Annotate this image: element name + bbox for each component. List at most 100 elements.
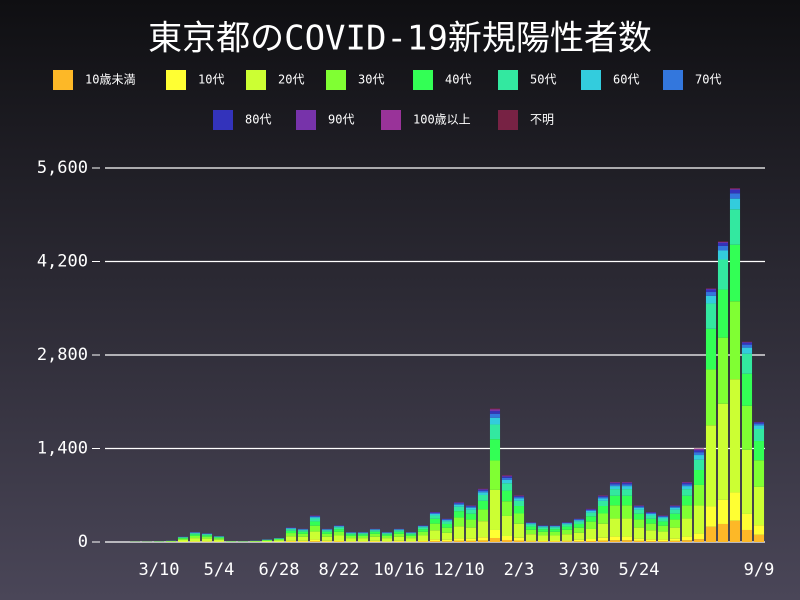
x-tick-label: 3/30 (559, 560, 600, 580)
bar-segment (669, 519, 681, 528)
bar-segment (453, 517, 465, 527)
bar-segment (273, 539, 285, 541)
bar-segment (705, 328, 717, 370)
bar-segment (369, 536, 381, 541)
bar-segment (477, 509, 489, 522)
bar-segment (705, 292, 717, 296)
bar-segment (717, 499, 729, 524)
bar-segment (429, 518, 441, 524)
bar-segment (705, 288, 717, 289)
bar-segment (489, 489, 501, 530)
bar-segment (585, 509, 597, 511)
legend-label: 80代 (245, 113, 271, 127)
bar-segment (585, 528, 597, 539)
bar-segment (753, 428, 765, 442)
bar-segment (573, 519, 585, 521)
bar-segment (513, 537, 525, 541)
bar-segment (645, 523, 657, 531)
legend-swatch (53, 70, 73, 90)
bar-segment (525, 524, 537, 527)
bar-segment (285, 528, 297, 530)
bar-segment (753, 425, 765, 429)
bar-segment (405, 533, 417, 535)
bar-segment (561, 526, 573, 530)
bar-segment (741, 405, 753, 450)
legend-label: 50代 (530, 73, 556, 87)
bar-segment (417, 526, 429, 528)
bar-segment (657, 518, 669, 522)
bar-segment (693, 470, 705, 485)
bar-segment (513, 497, 525, 499)
bar-segment (621, 484, 633, 487)
bar-segment (309, 517, 321, 519)
bar-segment (513, 506, 525, 514)
bar-segment (597, 513, 609, 524)
bar-segment (693, 452, 705, 456)
bar-segment (597, 500, 609, 507)
bar-segment (681, 486, 693, 490)
bar-segment (429, 515, 441, 519)
bar-segment (549, 541, 561, 542)
bar-segment (645, 539, 657, 542)
bar-segment (489, 537, 501, 542)
bar-segment (453, 502, 465, 504)
bar-segment (741, 353, 753, 374)
bar-segment (753, 423, 765, 426)
bar-segment (453, 526, 465, 539)
legend-swatch (581, 70, 601, 90)
legend-label: 10歳未満 (85, 73, 135, 87)
bar-segment (525, 526, 537, 530)
legend-label: 不明 (530, 113, 554, 127)
bar-segment (297, 529, 309, 531)
bar-segment (393, 531, 405, 534)
bar-segment (501, 490, 513, 502)
bar-segment (597, 498, 609, 501)
bar-segment (537, 531, 549, 536)
bar-segment (621, 505, 633, 519)
bar-segment (705, 506, 717, 527)
bar-segment (381, 538, 393, 542)
bar-segment (273, 540, 285, 542)
bar-segment (405, 534, 417, 536)
bar-segment (573, 521, 585, 524)
bar-segment (513, 513, 525, 524)
bar-segment (525, 541, 537, 542)
legend-label: 100歳以上 (413, 113, 471, 127)
bar-segment (657, 539, 669, 542)
bar-segment (489, 439, 501, 461)
x-tick-label: 5/4 (204, 560, 235, 580)
bar-segment (585, 512, 597, 517)
legend-swatch (498, 70, 518, 90)
bar-segment (429, 512, 441, 514)
bar-segment (465, 505, 477, 507)
bar-segment (597, 496, 609, 498)
bar-segment (669, 540, 681, 542)
bar-segment (309, 518, 321, 522)
bar-segment (693, 484, 705, 506)
bar-segment (681, 495, 693, 506)
bar-segment (717, 289, 729, 338)
bar-segment (729, 198, 741, 210)
bar-segment (381, 532, 393, 534)
bar-segment (345, 541, 357, 542)
bar-segment (669, 527, 681, 539)
bar-segment (657, 516, 669, 518)
bar-segment (705, 303, 717, 329)
x-tick-label: 8/22 (319, 560, 360, 580)
bar-segment (633, 509, 645, 514)
bar-segment (501, 476, 513, 478)
bar-segment (297, 533, 309, 537)
bar-segment (621, 518, 633, 537)
bar-segment (297, 530, 309, 532)
bar-segment (381, 541, 393, 542)
bar-segment (633, 506, 645, 508)
bar-segment (585, 510, 597, 513)
bar-segment (429, 530, 441, 540)
bar-segment (441, 541, 453, 542)
bar-segment (741, 344, 753, 348)
bar-segment (633, 513, 645, 520)
bar-segment (489, 409, 501, 410)
legend-swatch (381, 110, 401, 130)
bar-segment (681, 489, 693, 496)
